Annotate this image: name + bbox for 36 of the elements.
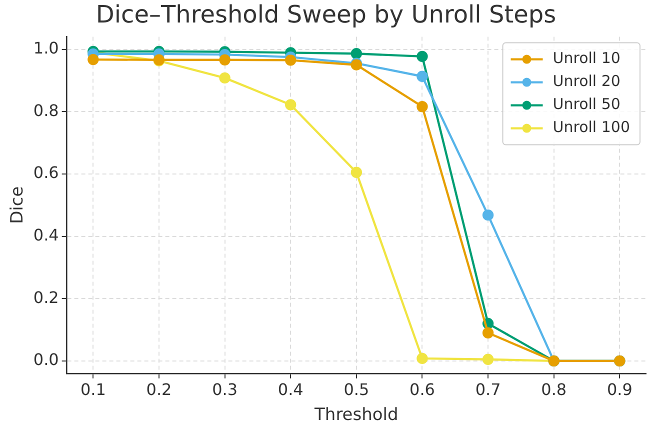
x-tick-label: 0.8 xyxy=(541,380,567,400)
legend-label: Unroll 100 xyxy=(552,118,630,136)
x-tick-label: 0.1 xyxy=(80,380,106,400)
y-tick-label: 0.4 xyxy=(33,225,59,244)
x-tick-label: 0.6 xyxy=(410,380,435,400)
y-tick-label: 1.0 xyxy=(33,38,59,58)
y-tick-label: 0.6 xyxy=(33,163,59,182)
y-tick-label: 0.0 xyxy=(33,350,59,370)
legend-label: Unroll 20 xyxy=(552,72,620,90)
point xyxy=(416,70,428,82)
y-tick-label: 0.8 xyxy=(33,100,59,120)
x-tick-label: 0.9 xyxy=(606,380,632,400)
point xyxy=(285,54,296,66)
point xyxy=(219,72,230,84)
y-tick-label: 0.2 xyxy=(33,288,59,307)
x-tick-label: 0.3 xyxy=(212,380,238,400)
x-axis-title: Threshold xyxy=(314,405,398,426)
point xyxy=(416,50,428,62)
x-tick-label: 0.7 xyxy=(475,380,501,400)
point xyxy=(482,354,494,365)
point xyxy=(285,99,296,110)
point xyxy=(416,101,428,112)
chart-title: Dice–Threshold Sweep by Unroll Steps xyxy=(96,0,556,29)
point xyxy=(416,352,428,364)
point xyxy=(88,54,99,66)
legend-label: Unroll 10 xyxy=(552,49,620,68)
point xyxy=(350,48,362,60)
point xyxy=(482,209,494,221)
point xyxy=(219,54,230,66)
legend-label: Unroll 50 xyxy=(552,95,620,114)
point xyxy=(482,327,494,338)
point xyxy=(350,166,362,178)
x-tick-label: 0.5 xyxy=(344,380,370,400)
y-axis-title: Dice xyxy=(8,186,28,224)
x-tick-label: 0.2 xyxy=(146,380,172,400)
x-tick-label: 0.4 xyxy=(278,380,304,400)
